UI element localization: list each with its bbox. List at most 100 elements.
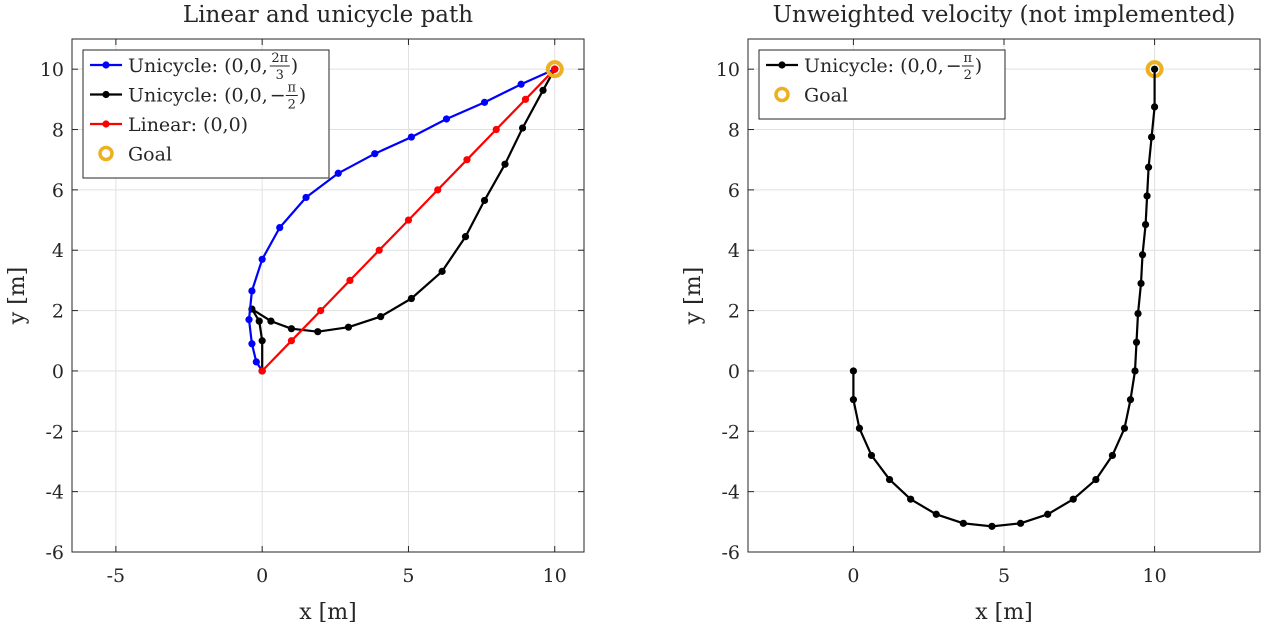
- data-point: [258, 255, 266, 263]
- legend-label: Linear: (0,0): [128, 114, 248, 136]
- data-point: [988, 522, 996, 530]
- x-tick-label: 5: [402, 565, 414, 587]
- data-point: [248, 340, 256, 348]
- data-point: [1092, 475, 1100, 484]
- data-point: [932, 510, 940, 518]
- data-point: [480, 98, 489, 106]
- y-tick-label: -6: [721, 542, 740, 564]
- data-point: [1144, 163, 1153, 171]
- y-tick-label: -4: [721, 482, 740, 504]
- legend-fraction-denominator: 2: [288, 98, 296, 113]
- data-point: [438, 267, 446, 275]
- x-tick-label: -5: [107, 565, 126, 587]
- data-point: [1044, 510, 1052, 518]
- y-tick-label: 0: [728, 361, 740, 383]
- data-point: [314, 328, 322, 336]
- y-tick-label: -2: [721, 421, 740, 443]
- legend-goal-marker: [774, 86, 790, 103]
- series-line: [852, 106, 1156, 528]
- data-point: [276, 224, 284, 232]
- y-tick-label: -2: [45, 421, 64, 443]
- x-tick-label: 10: [543, 565, 567, 587]
- data-point: [907, 495, 915, 503]
- data-point: [248, 287, 256, 295]
- legend-fraction-denominator: 2: [964, 68, 972, 83]
- data-point: [521, 95, 530, 103]
- y-tick-label: 0: [52, 361, 64, 383]
- legend-close-paren: ): [299, 85, 306, 107]
- data-point: [245, 316, 253, 324]
- legend-label: Unicycle: (0,0,: [128, 55, 268, 77]
- data-point: [287, 337, 296, 345]
- data-point: [885, 475, 894, 484]
- chart-title: Unweighted velocity (not implemented): [773, 2, 1236, 28]
- goal-marker: [545, 60, 564, 79]
- x-tick-label: 10: [1142, 565, 1166, 587]
- data-point: [517, 80, 525, 88]
- legend-label: Unicycle: (0,0,: [128, 85, 268, 107]
- y-tick-label: 2: [728, 301, 740, 323]
- legend-fraction-numerator: π: [964, 51, 973, 66]
- data-point: [501, 160, 509, 168]
- series-2: [258, 65, 559, 375]
- goal-end-point: [551, 65, 559, 73]
- data-point: [492, 125, 500, 134]
- data-point: [407, 133, 415, 141]
- data-point: [539, 86, 547, 94]
- data-point: [255, 317, 263, 325]
- legend-fraction-numerator: π: [288, 81, 297, 96]
- y-tick-label: 8: [728, 120, 740, 142]
- y-tick-label: 10: [40, 59, 64, 81]
- data-point: [404, 216, 413, 224]
- legend-marker: [778, 61, 786, 69]
- data-point: [1120, 424, 1129, 432]
- data-point: [344, 323, 353, 331]
- data-point: [867, 451, 876, 460]
- legend-close-paren: ): [291, 55, 298, 77]
- legend-label: Goal: [804, 85, 848, 107]
- y-axis-label: y [m]: [681, 267, 706, 325]
- y-axis-label: y [m]: [5, 267, 30, 325]
- legend: Unicycle: (0,0, − π 2) Goal: [758, 49, 1006, 120]
- chart-title: Linear and unicycle path: [183, 2, 473, 28]
- y-tick-label: 4: [728, 240, 740, 262]
- legend-label: Goal: [128, 144, 172, 166]
- right-chart: 0 5 10 -6 -4 -2 0 2 4 6 8 10 Unweighted velocity (no…: [681, 2, 1261, 625]
- legend-minus-sign: −: [946, 55, 962, 77]
- data-point: [267, 317, 275, 325]
- legend: Unicycle: (0,0, 2π3)Unicycle: (0,0, − π2)Li…: [82, 49, 330, 179]
- y-tick-label: -6: [45, 542, 64, 564]
- data-point: [1126, 396, 1135, 404]
- data-point: [1134, 310, 1142, 318]
- data-point: [1147, 133, 1156, 141]
- legend-goal-marker: [98, 145, 114, 162]
- data-point: [442, 115, 451, 123]
- left-chart: -5 0 5 10 -6 -4 -2 0 2 4 6 8 10 Linear and unicycle p…: [5, 2, 585, 625]
- legend-marker: [102, 90, 110, 99]
- y-tick-label: 8: [52, 120, 64, 142]
- data-point: [1069, 495, 1077, 503]
- data-point: [1132, 338, 1141, 346]
- data-point: [258, 367, 266, 375]
- legend-box: [758, 49, 1006, 120]
- x-tick-label: 0: [256, 565, 268, 587]
- data-point: [375, 246, 383, 254]
- data-point: [1108, 451, 1117, 460]
- data-point: [855, 424, 864, 432]
- data-point: [1131, 367, 1139, 375]
- data-point: [334, 169, 342, 177]
- y-tick-label: 2: [52, 301, 64, 323]
- y-tick-label: 4: [52, 240, 64, 262]
- y-tick-label: 6: [52, 180, 64, 202]
- data-point: [959, 519, 967, 527]
- legend-label: Unicycle: (0,0,: [804, 55, 944, 77]
- data-point: [1137, 279, 1145, 288]
- y-tick-label: 6: [728, 180, 740, 202]
- data-point: [518, 124, 527, 132]
- data-point: [377, 313, 385, 321]
- legend-marker: [102, 120, 110, 128]
- legend-box: [82, 49, 330, 179]
- data-point: [1016, 519, 1025, 527]
- axes-box: [71, 38, 585, 553]
